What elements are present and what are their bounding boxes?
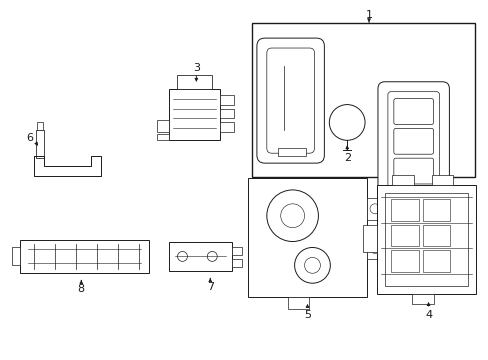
FancyBboxPatch shape	[377, 82, 448, 205]
Bar	[422, 199, 449, 221]
Text: 3: 3	[192, 63, 200, 73]
FancyBboxPatch shape	[393, 99, 433, 125]
Bar	[362, 225, 376, 252]
Bar	[376, 185, 475, 294]
FancyBboxPatch shape	[256, 38, 324, 163]
Bar	[366, 238, 382, 260]
Bar	[36, 130, 43, 158]
Text: 6: 6	[26, 133, 33, 143]
Text: 1: 1	[365, 10, 372, 20]
Bar	[247, 178, 366, 297]
Bar	[277, 148, 305, 156]
Bar	[251, 23, 474, 177]
Circle shape	[369, 243, 379, 253]
FancyBboxPatch shape	[387, 92, 439, 195]
Bar	[220, 122, 234, 132]
Bar	[176, 75, 212, 89]
Bar	[431, 175, 452, 185]
Bar	[220, 95, 234, 105]
Bar	[390, 199, 418, 221]
Bar	[232, 247, 242, 255]
FancyBboxPatch shape	[393, 129, 433, 154]
Circle shape	[328, 105, 365, 140]
Bar	[12, 247, 20, 265]
Bar	[168, 89, 220, 140]
Circle shape	[304, 257, 320, 273]
Circle shape	[294, 247, 330, 283]
Bar	[422, 251, 449, 272]
Text: 7: 7	[206, 282, 213, 292]
Bar	[156, 121, 168, 132]
FancyBboxPatch shape	[266, 48, 314, 153]
Bar	[220, 109, 234, 118]
Circle shape	[280, 204, 304, 228]
Bar	[366, 198, 382, 220]
FancyBboxPatch shape	[393, 158, 433, 184]
Bar	[37, 122, 42, 130]
Bar	[20, 239, 148, 273]
Bar	[232, 260, 242, 267]
Bar	[391, 175, 413, 185]
Bar	[403, 205, 423, 213]
Bar	[287, 297, 309, 309]
Bar	[156, 134, 168, 140]
Bar	[422, 225, 449, 247]
Text: 5: 5	[304, 310, 310, 320]
Bar	[384, 193, 468, 286]
Bar	[390, 251, 418, 272]
Text: 4: 4	[424, 310, 431, 320]
Bar	[411, 294, 433, 304]
Bar	[390, 225, 418, 247]
Circle shape	[207, 251, 217, 261]
Text: 2: 2	[343, 153, 350, 163]
Circle shape	[266, 190, 318, 242]
Circle shape	[177, 251, 187, 261]
Circle shape	[369, 204, 379, 214]
Text: 8: 8	[78, 284, 84, 294]
Bar	[168, 242, 232, 271]
